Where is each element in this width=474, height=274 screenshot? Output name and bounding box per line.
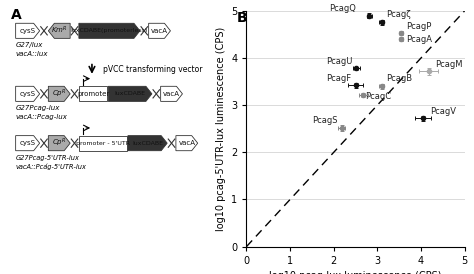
Text: vacA::Pcag-lux: vacA::Pcag-lux xyxy=(16,114,67,120)
Text: G27Pcag-5'UTR-lux: G27Pcag-5'UTR-lux xyxy=(16,155,80,161)
Text: vacA: vacA xyxy=(163,91,180,97)
Text: PcagQ: PcagQ xyxy=(328,4,356,13)
Text: PcagV: PcagV xyxy=(429,107,456,116)
Polygon shape xyxy=(16,136,40,151)
Polygon shape xyxy=(161,86,182,101)
FancyBboxPatch shape xyxy=(79,136,127,151)
Text: vacA::Pcág-5'UTR-lux: vacA::Pcág-5'UTR-lux xyxy=(16,163,87,170)
Polygon shape xyxy=(176,136,198,151)
Text: PcagF: PcagF xyxy=(326,74,351,82)
Text: PcagU: PcagU xyxy=(326,57,352,66)
Text: PcagB: PcagB xyxy=(386,74,412,82)
Text: promoter: promoter xyxy=(77,91,109,97)
Text: $Km^R$: $Km^R$ xyxy=(51,25,68,36)
Text: B: B xyxy=(237,11,247,25)
Polygon shape xyxy=(16,86,40,101)
Polygon shape xyxy=(48,86,70,101)
Text: vacA::lux: vacA::lux xyxy=(16,51,48,57)
Text: luxCDABE: luxCDABE xyxy=(115,91,146,96)
Text: vacA: vacA xyxy=(178,140,195,146)
Text: G27Pcag-lux: G27Pcag-lux xyxy=(16,105,60,112)
Text: $Cp^R$: $Cp^R$ xyxy=(52,137,66,149)
Text: luxCDABE: luxCDABE xyxy=(132,141,163,146)
Polygon shape xyxy=(79,23,140,38)
X-axis label: log10 pcag-lux luminescence (CPS): log10 pcag-lux luminescence (CPS) xyxy=(269,271,442,274)
Text: cysS: cysS xyxy=(19,140,36,146)
Y-axis label: log10 pcag-5'UTR-lux luminescence (CPS): log10 pcag-5'UTR-lux luminescence (CPS) xyxy=(216,27,226,231)
Polygon shape xyxy=(48,136,70,151)
Text: cysS: cysS xyxy=(19,28,36,34)
Text: G27/lux: G27/lux xyxy=(16,42,43,48)
Text: PcagS: PcagS xyxy=(312,116,337,125)
Text: vacA: vacA xyxy=(151,28,168,34)
Text: promoter - 5'UTR: promoter - 5'UTR xyxy=(76,141,130,146)
Text: $Cp^R$: $Cp^R$ xyxy=(52,88,66,100)
FancyBboxPatch shape xyxy=(79,86,107,101)
Polygon shape xyxy=(48,23,70,38)
Polygon shape xyxy=(149,23,171,38)
Text: Pcagζ: Pcagζ xyxy=(386,10,411,19)
Polygon shape xyxy=(108,86,152,101)
Text: pVCC transforming vector: pVCC transforming vector xyxy=(103,65,202,73)
Text: luxCDABE(promoterless): luxCDABE(promoterless) xyxy=(71,28,148,33)
Text: PcagA: PcagA xyxy=(406,35,432,44)
Polygon shape xyxy=(16,23,40,38)
Text: PcagP: PcagP xyxy=(406,22,431,31)
Text: A: A xyxy=(11,8,22,22)
Text: PcagM: PcagM xyxy=(435,60,463,69)
Text: PcagC: PcagC xyxy=(365,92,392,101)
Text: cysS: cysS xyxy=(19,91,36,97)
Polygon shape xyxy=(128,136,167,151)
